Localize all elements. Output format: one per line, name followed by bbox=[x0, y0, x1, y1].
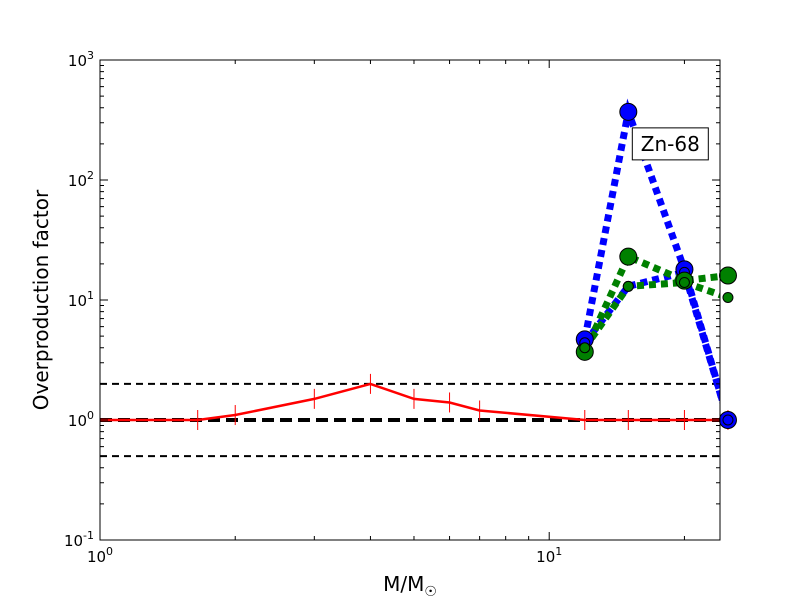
annotation: Zn-68 bbox=[631, 127, 709, 161]
series-line-3 bbox=[581, 252, 720, 354]
series-4-point-3 bbox=[722, 291, 734, 303]
series-line-0 bbox=[100, 382, 720, 422]
plot-background bbox=[100, 60, 720, 540]
series-line-1 bbox=[581, 98, 720, 405]
x-axis-label-sub: ☉ bbox=[424, 584, 437, 600]
reference-lines bbox=[100, 382, 720, 458]
x-tick-label-1: 101 bbox=[536, 545, 562, 566]
series-2-point-3 bbox=[722, 414, 734, 426]
series-4-point-1 bbox=[622, 280, 634, 292]
series-1-point-1 bbox=[619, 102, 638, 121]
series-4-point-0 bbox=[579, 342, 591, 354]
annotation-box bbox=[631, 127, 709, 161]
y-tick-label-4: 103 bbox=[68, 49, 94, 70]
series-line-2 bbox=[582, 268, 720, 406]
series-3-point-1 bbox=[619, 247, 638, 266]
marker-layer bbox=[99, 102, 737, 430]
series-line-4 bbox=[581, 278, 720, 350]
annotation-text: Zn-68 bbox=[641, 132, 700, 156]
series-layer bbox=[100, 98, 720, 422]
x-tick-label-0: 100 bbox=[87, 545, 113, 566]
series-3-point-3 bbox=[718, 266, 737, 285]
y-tick-label-3: 102 bbox=[68, 169, 94, 190]
y-tick-label-1: 100 bbox=[68, 409, 94, 430]
y-axis-label: Overproduction factor bbox=[29, 189, 53, 410]
x-axis-label: M/M☉ bbox=[383, 572, 437, 600]
y-tick-label-2: 101 bbox=[68, 289, 94, 310]
y-tick-label-0: 10-1 bbox=[64, 529, 94, 550]
series-4-point-2 bbox=[678, 276, 690, 288]
